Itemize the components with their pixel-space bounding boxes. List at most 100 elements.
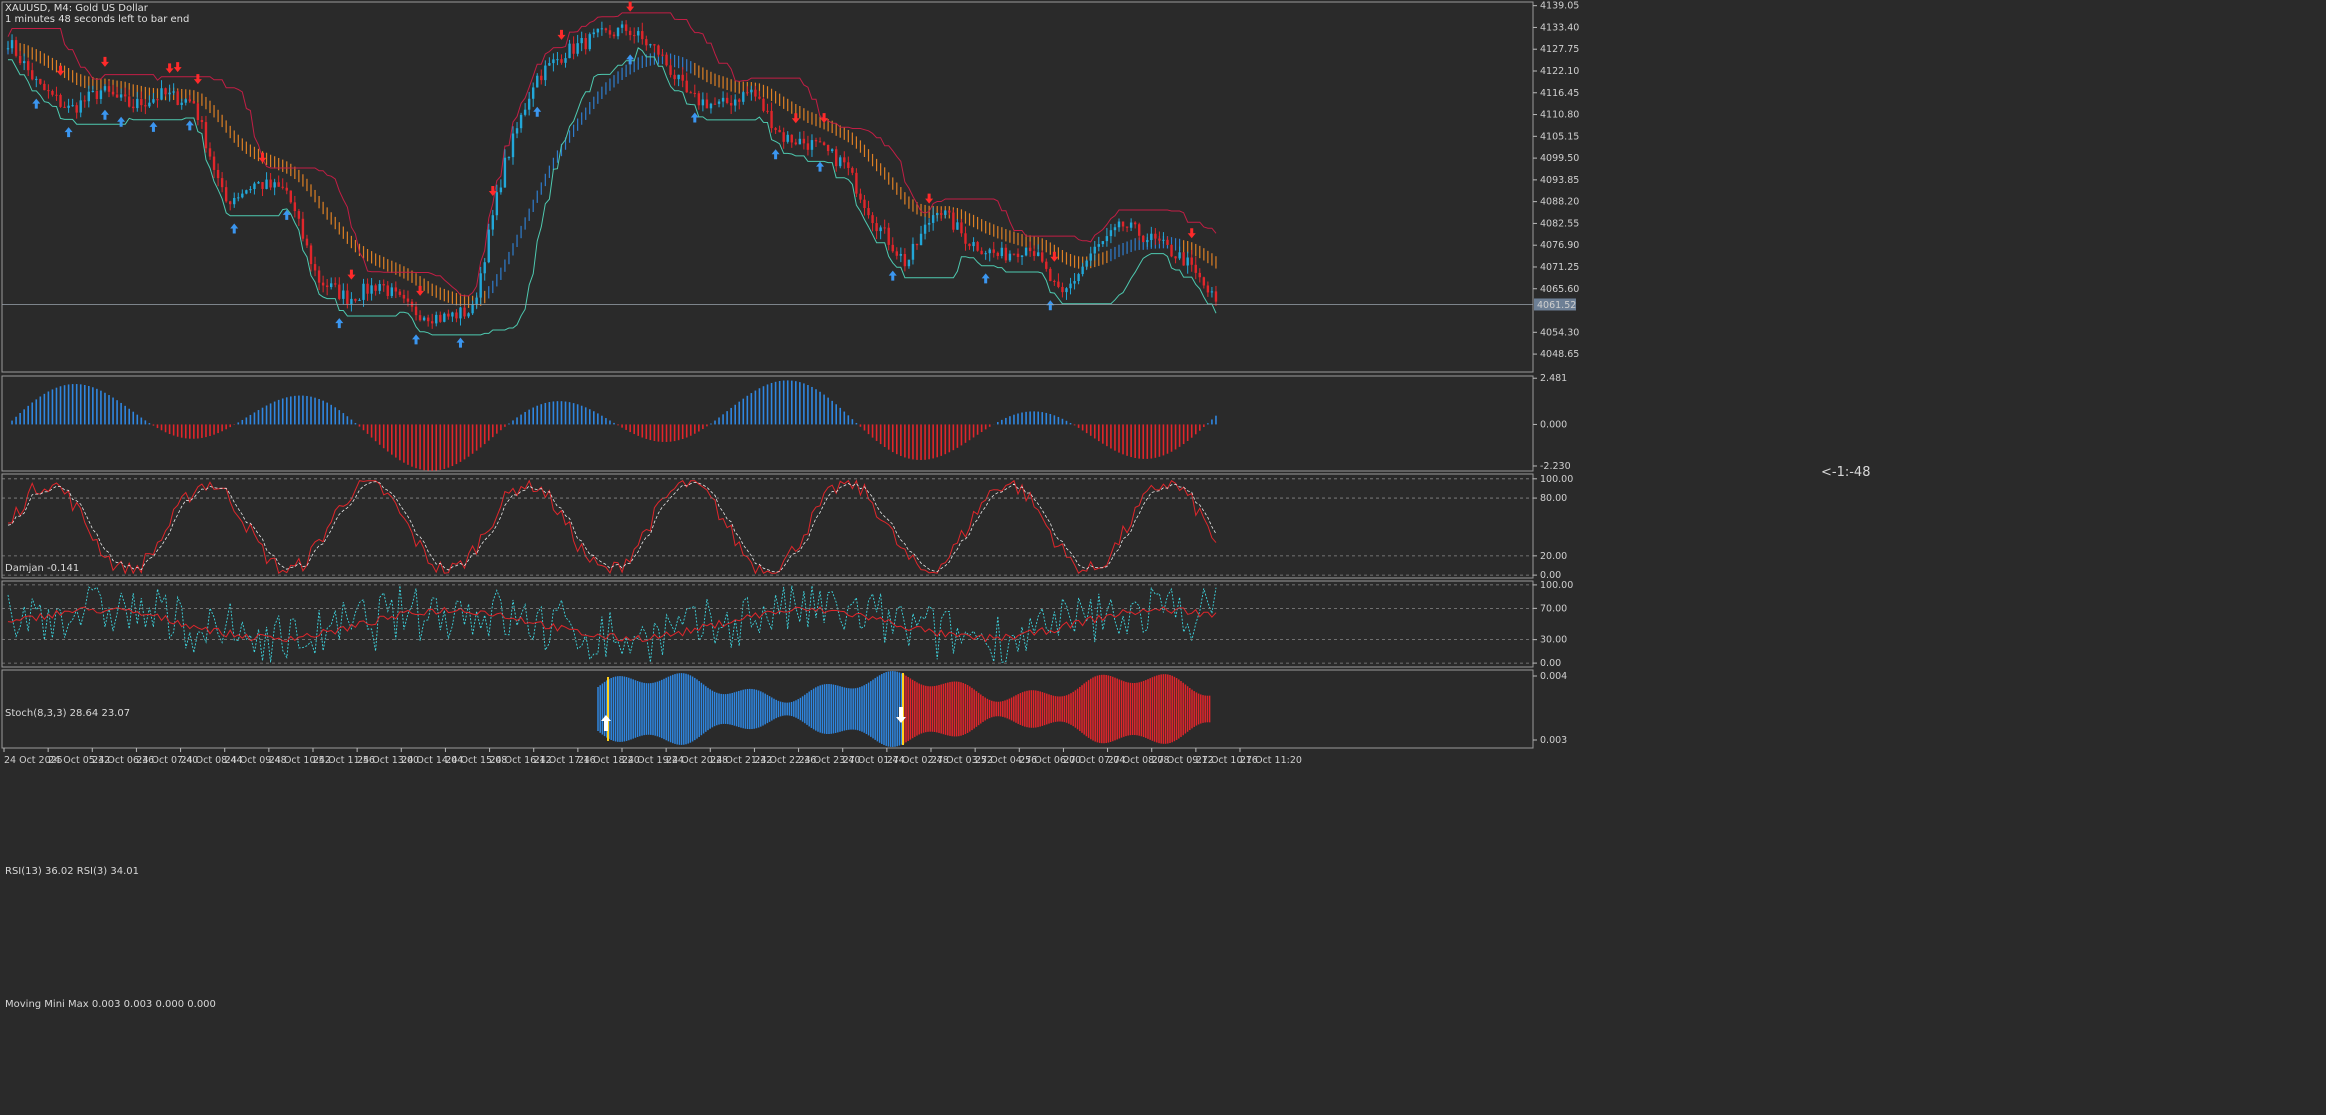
sell-arrow-icon [1050, 251, 1059, 262]
candle-body [249, 189, 252, 191]
price-tick-label: 4122.10 [1540, 66, 1579, 77]
candle-body [948, 210, 951, 213]
candle-body [835, 149, 838, 167]
candle-body [196, 103, 200, 121]
candle-body [128, 96, 131, 107]
candle-body [940, 213, 943, 215]
price-tick-label: 4116.45 [1540, 88, 1579, 99]
candle-body [99, 90, 103, 99]
candle-body [762, 98, 765, 111]
upper-channel-line [7, 12, 1217, 297]
candle-body [544, 65, 547, 81]
buy-arrow-icon [185, 120, 194, 131]
candle-body [31, 70, 34, 80]
candle-body [451, 312, 454, 317]
candle-body [649, 44, 652, 46]
candle-body [628, 30, 632, 36]
candle-body [1186, 257, 1189, 266]
candle-body [378, 284, 381, 291]
candle-body [1045, 261, 1048, 269]
candle-body [95, 90, 99, 99]
candle-body [1117, 221, 1121, 228]
candle-body [1065, 288, 1068, 293]
buy-arrow-icon [816, 161, 825, 172]
candle-body [645, 39, 648, 46]
candle-body [285, 187, 288, 191]
candle-body [717, 101, 721, 104]
candle-body [366, 283, 369, 294]
candle-body [334, 283, 337, 285]
time-tick-label: 27 Oct 08:08 [1108, 755, 1170, 766]
sell-arrow-icon [557, 29, 566, 40]
pane-tick-label: 30.00 [1540, 635, 1567, 646]
candle-body [875, 223, 878, 232]
candle-body [685, 80, 688, 93]
time-tick-label: 24 Oct 09:48 [225, 755, 287, 766]
candle-body [160, 88, 163, 100]
candle-body [394, 287, 398, 292]
time-tick-label: 27 Oct 11:20 [1240, 755, 1302, 766]
candle-body [612, 34, 616, 37]
candle-body [435, 314, 438, 324]
candle-body [548, 63, 551, 66]
candle-body [301, 218, 305, 239]
candle-body [237, 197, 240, 199]
candle-body [637, 31, 640, 36]
candle-body [439, 314, 442, 322]
sell-arrow-icon [258, 152, 267, 163]
candle-body [608, 30, 612, 35]
candle-body [483, 262, 486, 274]
candle-body [572, 43, 575, 54]
time-tick-label: 24 Oct 2025 [4, 755, 63, 766]
candle-body [818, 141, 822, 143]
candle-body [119, 94, 123, 98]
candle-body [115, 94, 119, 98]
candle-body [491, 215, 494, 230]
candle-body [1016, 253, 1020, 257]
time-tick-label: 27 Oct 10:16 [1196, 755, 1258, 766]
candle-body [212, 156, 216, 170]
candle-body [871, 215, 874, 224]
buy-arrow-icon [117, 116, 126, 127]
pane-frame-mmm [1, 669, 1534, 749]
candle-body [245, 190, 248, 194]
candle-body [507, 157, 511, 159]
candle-body [257, 182, 260, 184]
candle-body [297, 211, 301, 219]
candle-body [176, 91, 179, 105]
candle-body [758, 96, 761, 99]
candle-body [330, 283, 333, 288]
candle-body [734, 99, 737, 106]
time-tick-label: 24 Oct 14:04 [401, 755, 463, 766]
candle-body [390, 287, 393, 296]
candle-body [681, 74, 684, 81]
candle-body [224, 187, 228, 202]
time-tick-label: 24 Oct 10:52 [269, 755, 331, 766]
mmm-up-arrow-icon [601, 715, 611, 731]
candle-body [956, 222, 959, 230]
candle-body [1133, 222, 1137, 225]
candle-body [911, 243, 915, 260]
candle-body [1020, 255, 1024, 257]
buy-arrow-icon [981, 273, 990, 284]
buy-arrow-icon [626, 54, 635, 65]
candle-body [208, 148, 212, 157]
candle-body [293, 202, 297, 212]
candle-body [1012, 253, 1016, 255]
candle-body [386, 285, 389, 296]
candle-body [960, 222, 963, 234]
candle-body [22, 61, 26, 64]
candle-body [839, 157, 842, 167]
candle-body [204, 122, 208, 149]
candle-body [338, 284, 341, 299]
time-tick-label: 27 Oct 04:56 [975, 755, 1037, 766]
candle-body [709, 103, 713, 109]
candle-body [750, 89, 753, 93]
pane-tick-label: 0.000 [1540, 419, 1567, 430]
candle-body [600, 28, 604, 30]
symbol-title: XAUUSD, M4: Gold US Dollar [5, 3, 148, 14]
sell-arrow-icon [488, 185, 497, 196]
candle-body [887, 227, 890, 245]
candle-body [1069, 283, 1072, 289]
